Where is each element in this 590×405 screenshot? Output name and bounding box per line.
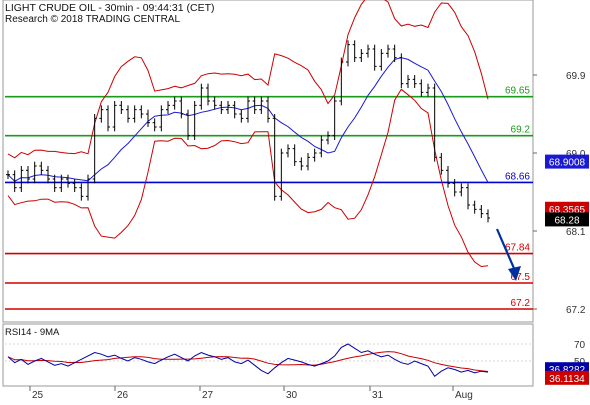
chart-copyright: Research © 2018 TRADING CENTRAL <box>5 14 180 25</box>
badge-68.3565-bg <box>545 201 589 216</box>
rsi-title: RSI14 - 9MA <box>5 327 60 338</box>
level-label-69.2: 69.2 <box>511 125 531 136</box>
indicators-layer <box>7 0 489 268</box>
y-tick-label-67.2: 67.2 <box>566 305 586 316</box>
x-tick-label-26: 26 <box>117 390 129 400</box>
bollinger-lower-line <box>7 88 489 268</box>
level-label-69.65: 69.65 <box>505 86 530 97</box>
level-label-67.5: 67.5 <box>511 272 531 283</box>
chart-title: LIGHT CRUDE OIL - 30min - 09:44:31 (CET) <box>5 2 214 14</box>
rsi-badge-36.1134: 36.1134 <box>549 374 585 385</box>
arrow-head <box>508 266 521 281</box>
x-tick-label-27: 27 <box>202 390 214 400</box>
y-tick-label-69: 69.0 <box>566 149 586 160</box>
badge-68.3565: 68.3565 <box>549 205 586 216</box>
level-label-67.2: 67.2 <box>511 298 531 309</box>
arrow-shaft <box>495 228 518 274</box>
x-tick-label-31: 31 <box>372 390 384 400</box>
y-tick-label-68.1: 68.1 <box>566 227 586 238</box>
rsi-ma-line <box>7 351 489 372</box>
rsi-line <box>7 343 489 378</box>
level-label-67.84: 67.84 <box>505 243 530 254</box>
y-tick-label-69.9: 69.9 <box>566 71 586 82</box>
rsi-panel-frame <box>2 323 534 387</box>
bollinger-upper-line <box>7 0 489 159</box>
rsi-layer <box>7 343 489 378</box>
rsi-tick-label-70: 70 <box>574 340 586 351</box>
rsi-badge-36.8282: 36.8282 <box>549 365 586 376</box>
rsi-badge-36.1134-bg <box>545 370 589 385</box>
x-tick-label-25: 25 <box>32 390 44 400</box>
price-panel-frame <box>2 0 534 323</box>
level-label-68.66: 68.66 <box>505 171 530 182</box>
levels-layer: 69.65 69.2 68.66 67.84 67.5 67.2 <box>5 86 533 310</box>
price-layer <box>6 40 490 223</box>
badge-68.28-bg <box>545 212 589 227</box>
grid-layer <box>5 343 533 362</box>
projection-arrow <box>495 228 521 281</box>
x-tick-label-30: 30 <box>286 390 298 400</box>
badge-68.28: 68.28 <box>554 215 579 226</box>
x-tick-label-Aug: Aug <box>455 390 473 400</box>
badge-68.9008: 68.9008 <box>549 158 586 169</box>
badge-68.9008-bg <box>545 154 589 169</box>
